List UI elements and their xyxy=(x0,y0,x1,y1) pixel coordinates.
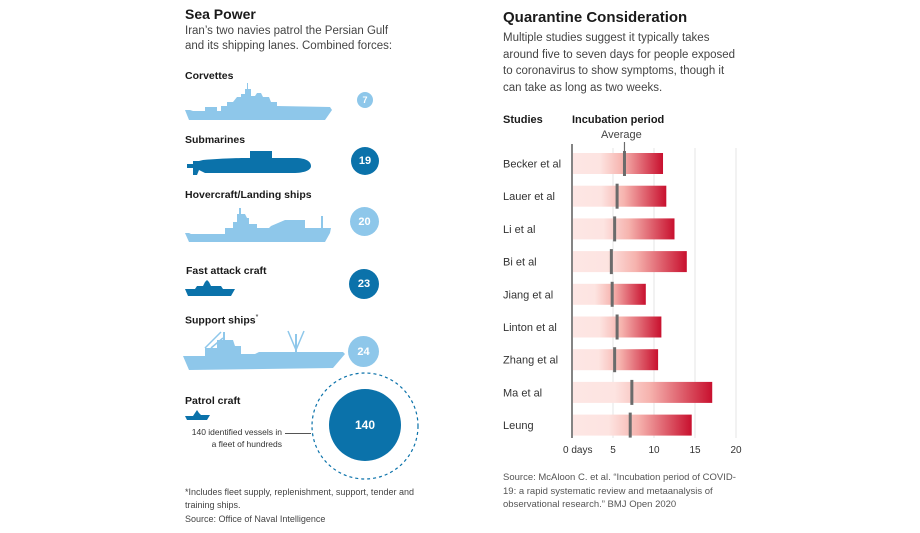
category-label-hovercraft-landing-ships: Hovercraft/Landing ships xyxy=(185,189,312,201)
category-label-corvettes: Corvettes xyxy=(185,70,234,82)
study-label: Ma et al xyxy=(503,387,542,399)
average-marker-label: Average xyxy=(601,129,642,141)
count-badge-hovercraft-landing-ships: 20 xyxy=(350,207,379,236)
incubation-bar xyxy=(573,414,692,436)
study-label: Bi et al xyxy=(503,257,537,269)
incubation-column-header: Incubation period xyxy=(572,114,665,126)
study-label: Lauer et al xyxy=(503,191,555,203)
count-badge-submarines: 19 xyxy=(351,147,379,175)
average-marker xyxy=(630,379,634,405)
footnote-mark: * xyxy=(255,314,259,321)
incubation-bar xyxy=(573,185,667,207)
studies-column-header: Studies xyxy=(503,114,543,126)
study-label: Leung xyxy=(503,420,534,432)
incubation-bar xyxy=(573,283,646,305)
average-marker xyxy=(610,281,614,307)
incubation-bar xyxy=(573,381,713,403)
x-tick-label: 10 xyxy=(648,445,660,456)
sea-power-title: Sea Power xyxy=(185,6,256,22)
category-label-patrol-craft: Patrol craft xyxy=(185,395,241,407)
patrol-note-leader-line xyxy=(285,433,311,434)
average-marker xyxy=(622,151,626,176)
incubation-bar xyxy=(573,218,675,240)
sea-power-subtitle: Iran’s two navies patrol the Persian Gul… xyxy=(185,25,393,52)
average-marker xyxy=(615,314,619,340)
study-label: Zhang et al xyxy=(503,355,558,367)
x-tick-label: 5 xyxy=(610,445,616,456)
corvette-silhouette-icon xyxy=(185,83,332,120)
count-badge-fast-attack-craft: 23 xyxy=(349,269,379,299)
x-tick-label: 15 xyxy=(689,445,701,456)
sea-power-footnote: *Includes fleet supply, replenishment, s… xyxy=(185,487,414,510)
study-label: Li et al xyxy=(503,224,535,236)
chart-subtitle: Multiple studies suggest it typically ta… xyxy=(503,32,736,94)
count-badge-corvettes: 7 xyxy=(357,92,373,108)
sea-power-source: Source: Office of Naval Intelligence xyxy=(185,514,326,524)
patrol-craft-note: 140 identified vessels in a fleet of hun… xyxy=(191,427,282,449)
average-marker xyxy=(615,183,619,209)
study-label: Jiang et al xyxy=(503,289,553,301)
x-tick-label: 0 days xyxy=(563,445,592,456)
average-marker xyxy=(628,412,632,438)
study-label: Becker et al xyxy=(503,159,561,171)
category-label-fast-attack-craft: Fast attack craft xyxy=(186,265,267,277)
average-marker xyxy=(613,216,617,242)
incubation-bar xyxy=(573,251,687,273)
count-badge-patrol-craft: 140 xyxy=(329,389,401,461)
category-label-support-ships-text: Support ships xyxy=(185,314,256,327)
patrol-craft-silhouette-icon xyxy=(185,410,210,420)
chart-source: Source: McAloon C. et al. “Incubation pe… xyxy=(503,472,736,510)
incubation-bar xyxy=(573,153,664,174)
chart-title: Quarantine Consideration xyxy=(503,9,688,26)
support-ship-silhouette-icon xyxy=(183,330,345,370)
category-label-support-ships: Support ships* xyxy=(185,314,258,327)
submarine-silhouette-icon xyxy=(187,151,311,175)
landing-ship-silhouette-icon xyxy=(185,208,331,242)
average-marker xyxy=(609,249,613,275)
average-marker xyxy=(613,347,617,373)
study-label: Linton et al xyxy=(503,322,557,334)
count-badge-support-ships: 24 xyxy=(348,336,379,367)
incubation-chart: Becker et al Lauer et al Li et al Bi et al J… xyxy=(503,142,742,456)
category-label-submarines: Submarines xyxy=(185,134,246,146)
patrol-dashed-ring xyxy=(311,372,419,480)
x-tick-label: 20 xyxy=(730,445,742,456)
fast-attack-craft-silhouette-icon xyxy=(185,280,235,296)
